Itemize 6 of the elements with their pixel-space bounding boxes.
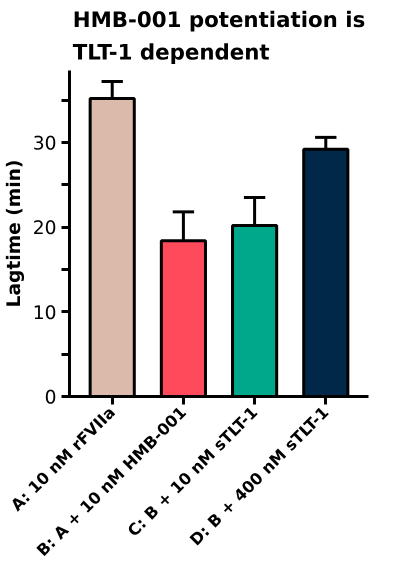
y-tick-label: 0 [44,388,57,408]
y-tick-label: 10 [32,302,57,324]
y-tick-label: 30 [32,133,57,154]
chart-title: HMB-001 potentiation is TLT-1 dependent [72,8,366,66]
y-tick-label: 20 [32,218,57,240]
y-axis-title: Lagtime (min) [4,160,25,308]
